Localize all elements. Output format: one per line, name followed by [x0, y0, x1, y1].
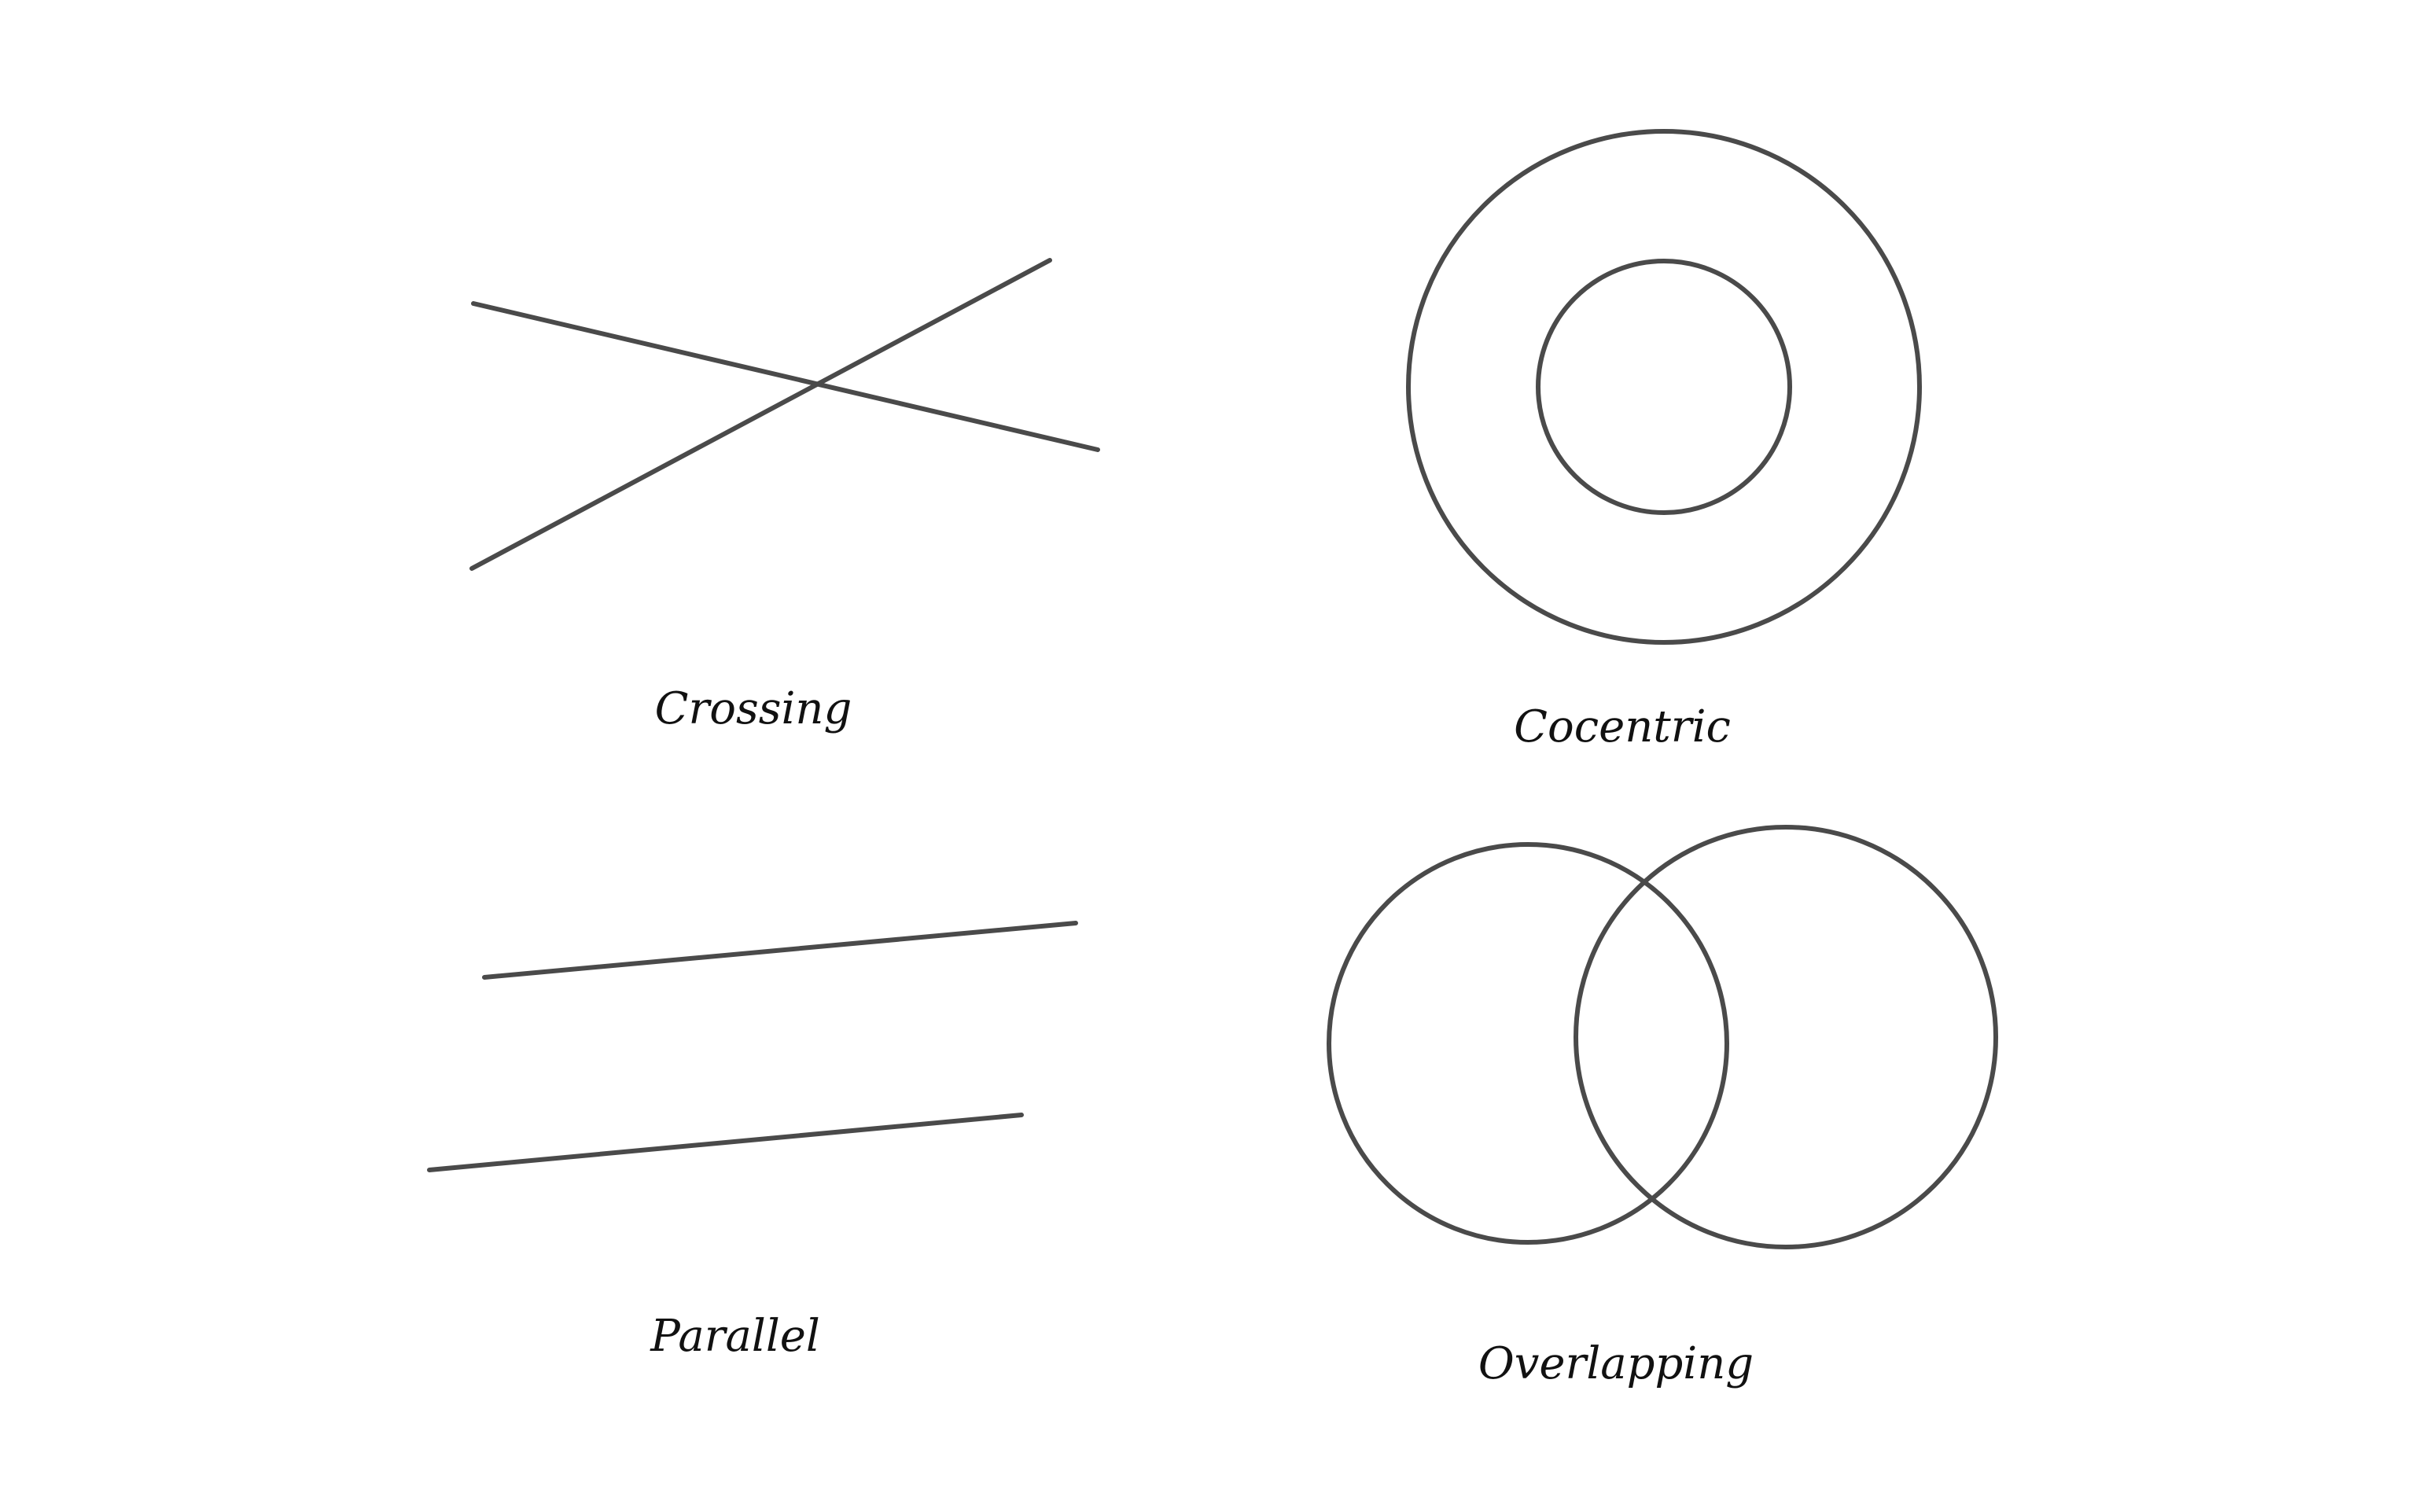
panel-parallel: Parallel: [427, 921, 1078, 1362]
caption-crossing: Crossing: [655, 683, 852, 734]
overlapping-left-circle: [1327, 842, 1729, 1245]
panel-cocentric: Cocentric: [1406, 129, 1922, 752]
caption-cocentric: Cocentric: [1514, 701, 1731, 752]
overlapping-right-circle: [1574, 825, 1998, 1249]
cocentric-inner-circle: [1536, 259, 1792, 515]
crossing-line-descending: [471, 301, 1100, 452]
caption-parallel: Parallel: [650, 1311, 820, 1362]
parallel-line-upper: [482, 921, 1078, 980]
cocentric-outer-circle: [1406, 129, 1922, 645]
caption-overlapping: Overlapping: [1478, 1338, 1754, 1389]
crossing-line-ascending: [469, 258, 1052, 571]
panel-crossing: Crossing: [469, 258, 1100, 734]
parallel-line-lower: [427, 1113, 1024, 1172]
panel-overlapping: Overlapping: [1327, 825, 1998, 1389]
